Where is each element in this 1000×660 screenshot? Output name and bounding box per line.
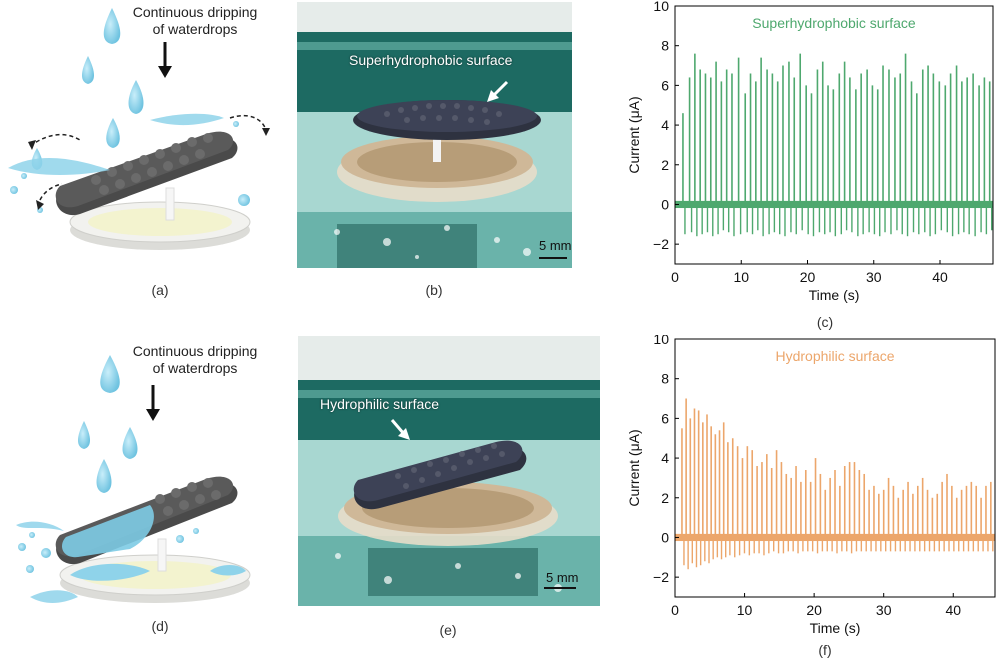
chart-f-baseline xyxy=(675,533,995,542)
chart-f-xtick-label: 20 xyxy=(806,602,822,618)
chart-c-xtick-label: 0 xyxy=(671,269,679,285)
collector-disc xyxy=(69,187,251,250)
scale-bar-label-b: 5 mm xyxy=(539,238,572,253)
chart-c-xtick-label: 30 xyxy=(866,269,882,285)
down-arrow-icon xyxy=(158,42,172,78)
chart-c-frame xyxy=(674,5,994,265)
splash-shapes xyxy=(16,521,78,603)
illustration-superhydrophobic: Continuous dripping of waterdrops xyxy=(0,0,290,275)
illustration-hydrophilic: Continuous dripping of waterdrops xyxy=(0,335,290,610)
dripping-caption-d-line2: of waterdrops xyxy=(152,360,238,376)
photo-b-drawing xyxy=(297,2,572,268)
illustration-a-drawing xyxy=(8,8,270,250)
chart-f-xtick-label: 0 xyxy=(671,602,679,618)
chart-c-ytick-label: 6 xyxy=(661,77,669,93)
chart-hydrophilic-current: −2 0 2 4 6 8 10 0 10 20 30 40 Time (s) Current (μA) Hy… xyxy=(626,335,996,636)
textile-piece xyxy=(55,476,238,565)
chart-c-xtick-label: 40 xyxy=(932,269,948,285)
annotation-superhydrophobic: Superhydrophobic surface xyxy=(349,52,513,68)
chart-c-ytick-label: −2 xyxy=(653,236,669,252)
chart-c-baseline xyxy=(675,200,993,209)
panel-label-e: (e) xyxy=(439,622,457,638)
chart-c-title: Superhydrophobic surface xyxy=(752,15,916,31)
chart-f-ytick-label: 6 xyxy=(661,410,669,426)
panel-label-b: (b) xyxy=(425,282,443,298)
dripping-caption-d: Continuous dripping of waterdrops xyxy=(105,343,285,377)
dripping-caption-d-line1: Continuous dripping xyxy=(132,343,258,359)
chart-f-xtick-label: 10 xyxy=(737,602,753,618)
chart-f-xtick-label: 40 xyxy=(945,602,961,618)
annotation-hydrophilic: Hydrophilic surface xyxy=(320,396,440,412)
panel-label-d: (d) xyxy=(151,618,169,634)
chart-f-ytick-label: 0 xyxy=(661,529,669,545)
chart-c-ytick-label: 8 xyxy=(661,38,669,54)
chart-c-ylabel: Current (μA) xyxy=(626,96,642,173)
chart-c-series xyxy=(675,53,993,237)
chart-c-ytick-label: 10 xyxy=(653,0,669,14)
chart-f-ytick-label: 4 xyxy=(661,450,669,466)
panel-label-c: (c) xyxy=(816,314,834,330)
chart-f-ytick-label: 8 xyxy=(661,371,669,387)
chart-c-ytick-label: 2 xyxy=(661,157,669,173)
panel-label-f: (f) xyxy=(818,642,832,658)
chart-f-xlabel: Time (s) xyxy=(810,620,861,636)
splash-shapes xyxy=(8,113,224,175)
panel-label-a: (a) xyxy=(151,282,169,298)
dripping-caption-a-line1: Continuous dripping xyxy=(132,4,258,20)
chart-f-ytick-label: 10 xyxy=(653,335,669,347)
chart-c-xtick-label: 10 xyxy=(733,269,749,285)
chart-f-frame xyxy=(674,338,996,598)
waterdrop-icons xyxy=(18,355,199,573)
photo-superhydrophobic: Superhydrophobic surface 5 mm xyxy=(297,2,572,268)
dripping-caption-a-line2: of waterdrops xyxy=(152,21,238,37)
chart-c-ytick-label: 0 xyxy=(661,196,669,212)
chart-f-ytick-label: 2 xyxy=(661,490,669,506)
chart-f-xtick-label: 30 xyxy=(876,602,892,618)
down-arrow-icon xyxy=(146,385,160,421)
chart-c-xtick-label: 20 xyxy=(800,269,816,285)
textile-piece xyxy=(55,131,238,216)
chart-superhydrophobic-current: −2 0 2 4 6 8 10 0 10 20 30 40 Time (s) Current (μA) Su… xyxy=(626,0,994,303)
collector-disc xyxy=(59,538,251,603)
scale-bar-label-e: 5 mm xyxy=(546,570,579,585)
pointer-arrow-icon xyxy=(487,80,509,102)
chart-f-title: Hydrophilic surface xyxy=(775,348,894,364)
chart-f-ytick-label: −2 xyxy=(653,569,669,585)
chart-c-ytick-label: 4 xyxy=(661,117,669,133)
chart-f-ylabel: Current (μA) xyxy=(626,429,642,506)
chart-f-series xyxy=(675,398,995,570)
illustration-d-drawing xyxy=(16,355,251,603)
photo-hydrophilic: Hydrophilic surface 5 mm xyxy=(298,336,600,606)
chart-c-xlabel: Time (s) xyxy=(809,287,860,303)
dripping-caption-a: Continuous dripping of waterdrops xyxy=(105,4,285,38)
photo-e-drawing xyxy=(298,336,600,606)
pointer-arrow-icon xyxy=(390,419,410,440)
